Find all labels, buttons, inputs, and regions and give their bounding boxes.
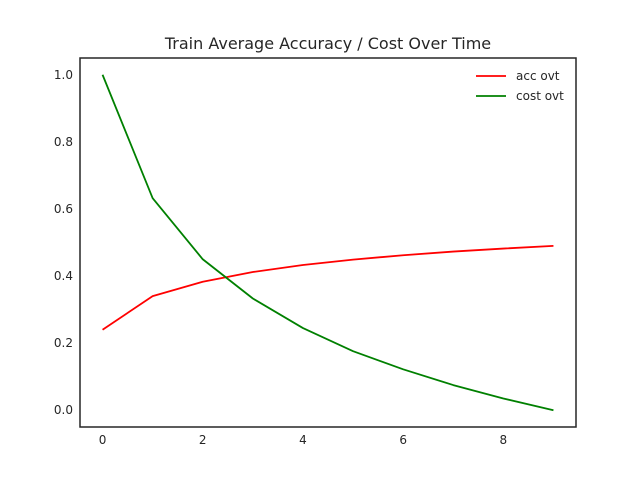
x-tick-label: 2 (199, 433, 207, 447)
legend: acc ovt cost ovt (476, 69, 564, 103)
series-line-1 (101, 74, 554, 412)
legend-label-0: acc ovt (516, 69, 560, 83)
y-tick-label: 0.8 (54, 135, 73, 149)
axis-ticks: 0 2 4 6 8 0.0 0.2 0.4 0.6 0.8 1.0 (54, 68, 507, 447)
plot-frame (79, 57, 577, 428)
y-tick-label: 1.0 (54, 68, 73, 82)
y-tick-label: 0.2 (54, 336, 73, 350)
plot-lines (101, 74, 554, 412)
y-tick-label: 0.6 (54, 202, 73, 216)
x-tick-label: 6 (399, 433, 407, 447)
x-tick-label: 8 (500, 433, 508, 447)
series-line-0 (102, 244, 554, 331)
chart-title: Train Average Accuracy / Cost Over Time (164, 34, 491, 53)
x-tick-label: 0 (99, 433, 107, 447)
y-tick-label: 0.4 (54, 269, 73, 283)
legend-label-1: cost ovt (516, 89, 564, 103)
y-tick-label: 0.0 (54, 403, 73, 417)
x-tick-label: 4 (299, 433, 307, 447)
